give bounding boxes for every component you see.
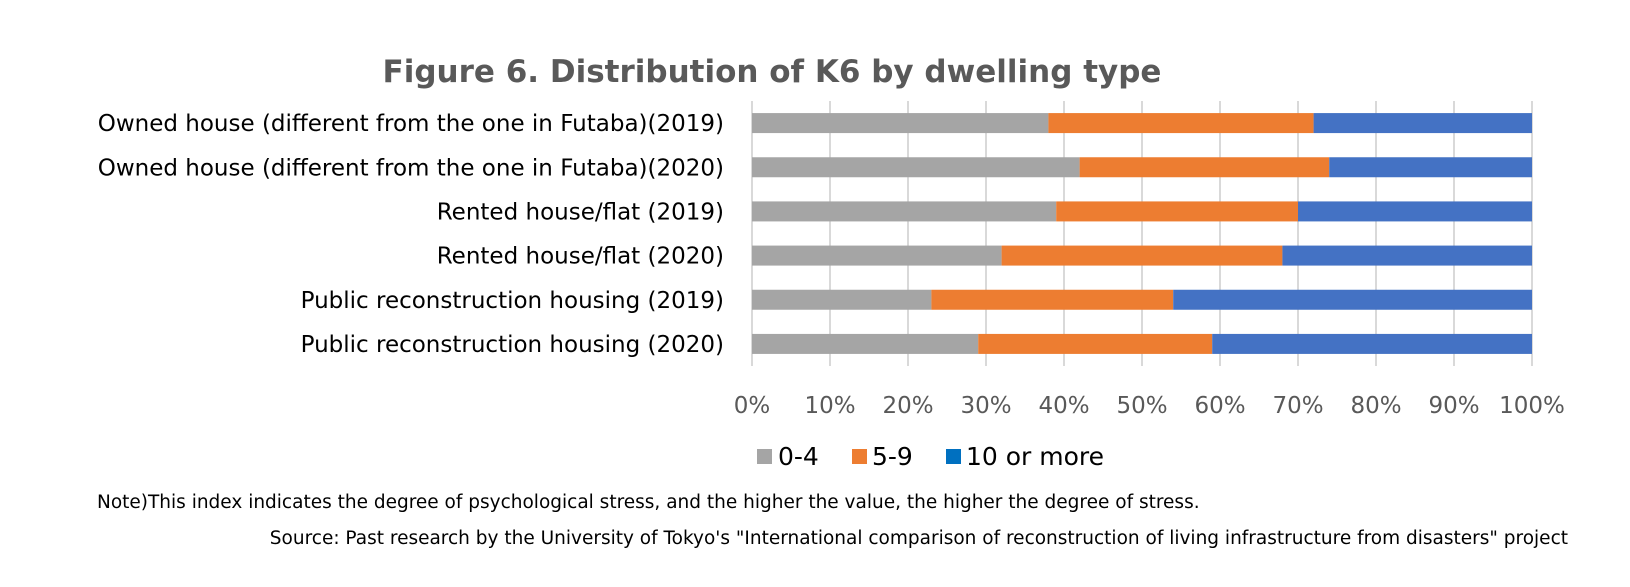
legend-swatch (946, 449, 961, 464)
x-axis-ticks: 0% 10% 20% 30% 40% 50% 60% 70% 80% 90% 100% (734, 393, 1565, 419)
legend-label: 0-4 (778, 442, 819, 471)
category-label: Owned house (different from the one in F… (98, 111, 724, 137)
category-labels: Owned house (different from the one in F… (98, 111, 724, 358)
bar-segment (1048, 113, 1314, 134)
bar-segment (978, 333, 1213, 354)
bar-segment (752, 201, 1057, 222)
chart-title: Figure 6. Distribution of K6 by dwelling… (383, 54, 1162, 90)
x-tick-label: 70% (1272, 393, 1323, 419)
x-tick-label: 60% (1194, 393, 1245, 419)
bar-segment (1001, 245, 1283, 266)
footnote: Note)This index indicates the degree of … (97, 492, 1200, 513)
bar-segment (1173, 289, 1532, 310)
x-tick-label: 90% (1428, 393, 1479, 419)
bar-segment (1313, 113, 1532, 134)
gridlines (751, 101, 1533, 366)
bar-segment (752, 245, 1002, 266)
bar-segment (752, 113, 1049, 134)
bar-segment (1079, 157, 1330, 178)
bar-area (752, 113, 1532, 354)
bar-segment (752, 289, 932, 310)
category-label: Public reconstruction housing (2020) (301, 332, 724, 358)
x-tick-label: 10% (804, 393, 855, 419)
x-tick-label: 50% (1116, 393, 1167, 419)
bar-segment (1298, 201, 1532, 222)
bar-segment (752, 157, 1080, 178)
bar-segment (752, 333, 979, 354)
bar-segment (1056, 201, 1298, 222)
category-label: Rented house/flat (2020) (437, 244, 724, 270)
legend-swatch (757, 449, 772, 464)
category-label: Rented house/flat (2019) (437, 199, 724, 225)
legend-label: 10 or more (966, 442, 1104, 471)
x-tick-label: 100% (1499, 393, 1565, 419)
x-tick-label: 0% (734, 393, 771, 419)
bar-segment (1282, 245, 1532, 266)
legend-swatch (852, 449, 867, 464)
legend-label: 5-9 (872, 442, 913, 471)
x-tick-label: 30% (960, 393, 1011, 419)
legend: 0-4 5-9 10 or more (757, 442, 1104, 471)
source-note: Source: Past research by the University … (270, 528, 1568, 549)
category-label: Owned house (different from the one in F… (98, 155, 724, 181)
x-tick-label: 40% (1038, 393, 1089, 419)
bar-segment (1329, 157, 1532, 178)
category-label: Public reconstruction housing (2019) (301, 288, 724, 314)
x-tick-label: 80% (1350, 393, 1401, 419)
bar-segment (1212, 333, 1532, 354)
x-tick-label: 20% (882, 393, 933, 419)
bar-segment (931, 289, 1174, 310)
